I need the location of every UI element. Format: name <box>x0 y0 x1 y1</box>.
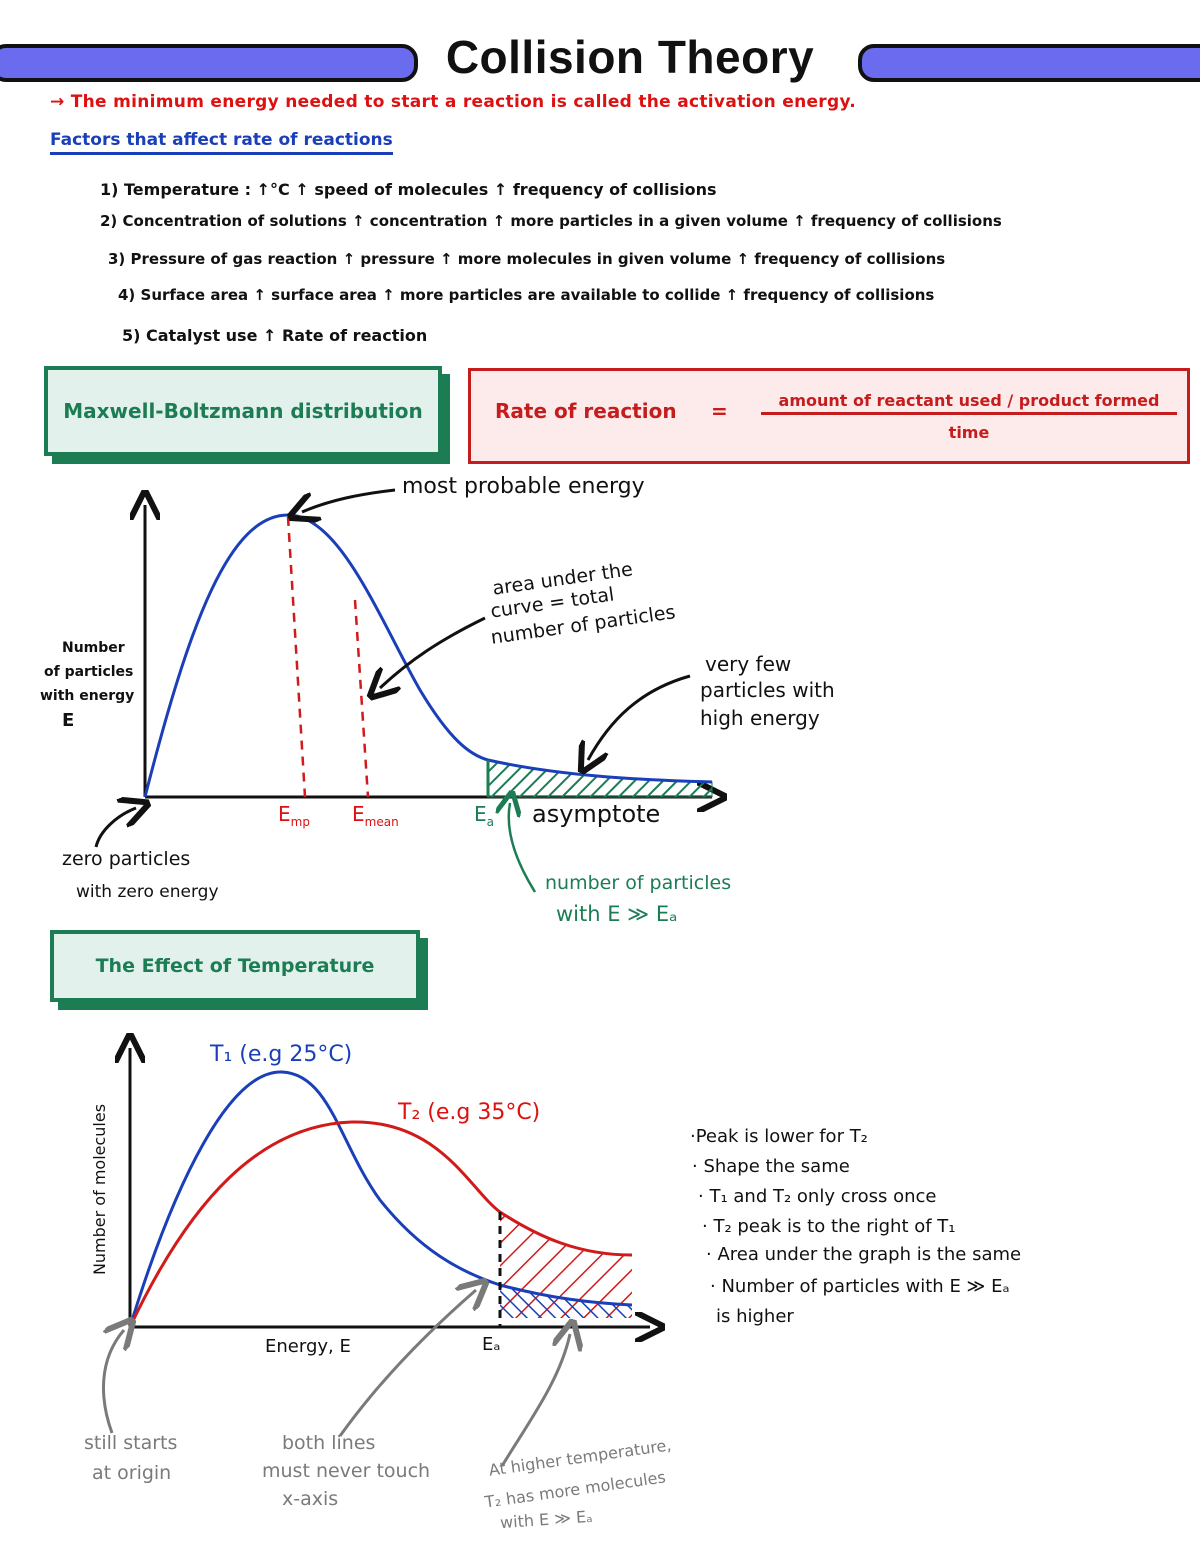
observation-1: ·Peak is lower for T₂ <box>690 1126 868 1147</box>
ea-green-arrow <box>509 803 537 893</box>
factor-temperature: 1) Temperature : ↑°C ↑ speed of molecule… <box>100 180 717 199</box>
mb-curve <box>143 513 713 798</box>
origin-note-1: still starts <box>84 1432 178 1454</box>
mb-y-label-2: of particles <box>44 664 134 680</box>
few-note-2: particles with <box>700 678 835 702</box>
header-bar-right <box>858 44 1200 82</box>
t1-label: T₁ (e.g 25°C) <box>210 1042 353 1067</box>
origin-note-2: at origin <box>92 1462 172 1484</box>
t1-curve <box>128 1070 633 1328</box>
temp-ea-label: Eₐ <box>482 1334 501 1355</box>
factor-concentration: 2) Concentration of solutions ↑ concentr… <box>100 212 1002 230</box>
mb-y-label-3: with energy <box>40 688 135 704</box>
axis-note-3: x-axis <box>282 1488 339 1510</box>
factor-pressure: 3) Pressure of gas reaction ↑ pressure ↑… <box>108 250 946 268</box>
most-probable-arrow <box>302 488 396 512</box>
rate-denominator: time <box>948 423 990 442</box>
rate-label: Rate of reaction <box>495 399 677 423</box>
rate-equals: = <box>711 399 728 423</box>
most-probable-label: most probable energy <box>402 474 645 499</box>
higher-gray-arrow <box>500 1334 570 1467</box>
rate-of-reaction-box: Rate of reaction = amount of reactant us… <box>468 368 1190 464</box>
few-note-3: high energy <box>700 706 820 730</box>
asymptote-label: asymptote <box>532 800 661 828</box>
activation-energy-note: → The minimum energy needed to start a r… <box>50 92 857 112</box>
mb-y-label-4: E <box>62 710 75 731</box>
effect-of-temperature-box: The Effect of Temperature <box>50 930 420 1002</box>
axis-note-1: both lines <box>282 1432 376 1454</box>
few-note-1: very few <box>705 652 792 676</box>
ea-label: Ea <box>474 802 494 829</box>
factor-catalyst: 5) Catalyst use ↑ Rate of reaction <box>122 326 428 345</box>
emp-label: Emp <box>278 802 310 829</box>
factors-heading: Factors that affect rate of reactions <box>50 130 393 155</box>
ea-note-1: number of particles <box>545 872 732 894</box>
observation-2: · Shape the same <box>692 1156 850 1177</box>
zero-arrow <box>94 808 136 848</box>
origin-gray-arrow <box>102 1330 124 1434</box>
axis-gray-arrow <box>338 1290 476 1437</box>
axis-note-2: must never touch <box>262 1460 431 1482</box>
temp-y-label: Number of molecules <box>90 1103 110 1276</box>
page-title: Collision Theory <box>445 31 815 83</box>
zero-note-2: with zero energy <box>76 882 219 902</box>
zero-note-1: zero particles <box>62 848 191 870</box>
observation-5: · Area under the graph is the same <box>706 1244 1022 1265</box>
emean-line <box>353 599 370 798</box>
area-arrow <box>380 616 486 688</box>
ea-note-2: with E ≫ Eₐ <box>556 902 678 926</box>
observation-6: · Number of particles with E ≫ Eₐ <box>710 1276 1010 1297</box>
factor-surface-area: 4) Surface area ↑ surface area ↑ more pa… <box>118 286 935 304</box>
emp-line <box>286 516 307 798</box>
maxwell-boltzmann-box: Maxwell-Boltzmann distribution <box>44 366 442 456</box>
header-bar-left <box>0 44 418 82</box>
mb-y-label-1: Number <box>62 640 125 656</box>
rate-numerator: amount of reactant used / product formed <box>761 391 1177 415</box>
observation-7: is higher <box>716 1306 794 1327</box>
observation-4: · T₂ peak is to the right of T₁ <box>702 1216 956 1237</box>
t2-curve <box>128 1120 633 1328</box>
few-arrow <box>588 674 691 760</box>
temp-x-label: Energy, E <box>265 1336 351 1357</box>
t2-label: T₂ (e.g 35°C) <box>398 1100 541 1125</box>
observation-3: · T₁ and T₂ only cross once <box>698 1186 937 1207</box>
emean-label: Emean <box>352 802 399 829</box>
